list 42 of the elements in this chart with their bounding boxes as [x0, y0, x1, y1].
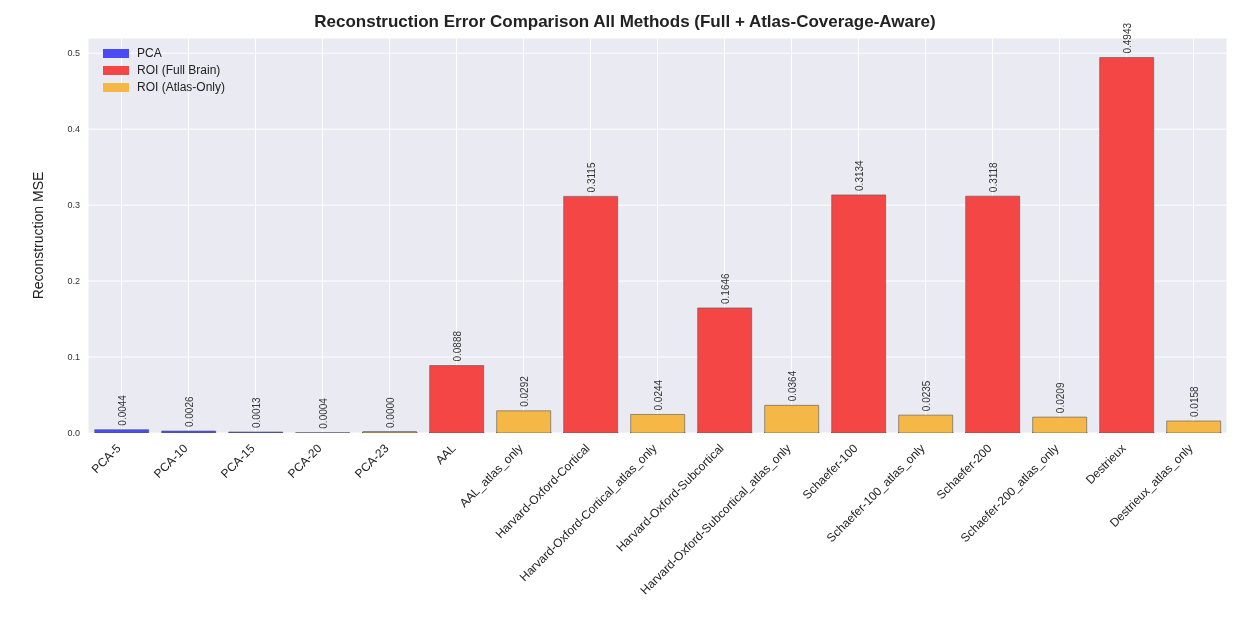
bar: [1032, 416, 1087, 433]
bar: [563, 196, 618, 433]
legend-label: PCA: [137, 46, 162, 60]
bar: [764, 405, 819, 433]
data-label: 0.1646: [719, 272, 731, 304]
y-tick-label: 0.0: [67, 428, 80, 439]
bar: [94, 429, 149, 433]
data-label: 0.0292: [518, 375, 530, 407]
data-label: 0.0888: [451, 330, 463, 362]
bar: [1099, 57, 1154, 433]
data-label: 0.0209: [1054, 382, 1066, 414]
bar: [496, 410, 551, 433]
data-label: 0.0158: [1188, 385, 1200, 417]
bar: [429, 365, 484, 433]
bar: [898, 414, 953, 433]
data-label: 0.0235: [920, 380, 932, 412]
data-label: 0.0044: [116, 394, 128, 426]
data-label: 0.4943: [1121, 22, 1133, 54]
data-label: 0.0364: [786, 370, 798, 402]
chart-title: Reconstruction Error Comparison All Methods (Full + Atlas-Coverage-Aware): [314, 12, 936, 31]
legend-label: ROI (Full Brain): [137, 63, 221, 77]
legend-label: ROI (Atlas-Only): [137, 80, 226, 94]
data-label: 0.3118: [987, 161, 999, 193]
data-label: 0.0013: [250, 396, 262, 429]
y-tick-label: 0.1: [67, 352, 80, 363]
data-label: 0.3115: [585, 162, 597, 193]
data-label: 0.0026: [183, 396, 195, 428]
bar: [831, 194, 886, 433]
data-label: 0.0004: [317, 397, 329, 429]
y-tick-label: 0.4: [67, 124, 80, 135]
bar: [697, 307, 752, 433]
bar: [965, 195, 1020, 433]
data-label: 0.3134: [853, 159, 865, 191]
bar: [630, 414, 685, 433]
y-tick-label: 0.3: [67, 200, 80, 211]
y-axis-title: Reconstruction MSE: [29, 171, 46, 300]
x-tick-label: AAL: [432, 441, 459, 468]
bar: [1166, 420, 1221, 433]
y-tick-label: 0.5: [67, 48, 80, 59]
y-tick-label: 0.2: [67, 276, 80, 287]
data-label: 0.0000: [384, 396, 396, 428]
data-label: 0.0244: [652, 379, 664, 411]
